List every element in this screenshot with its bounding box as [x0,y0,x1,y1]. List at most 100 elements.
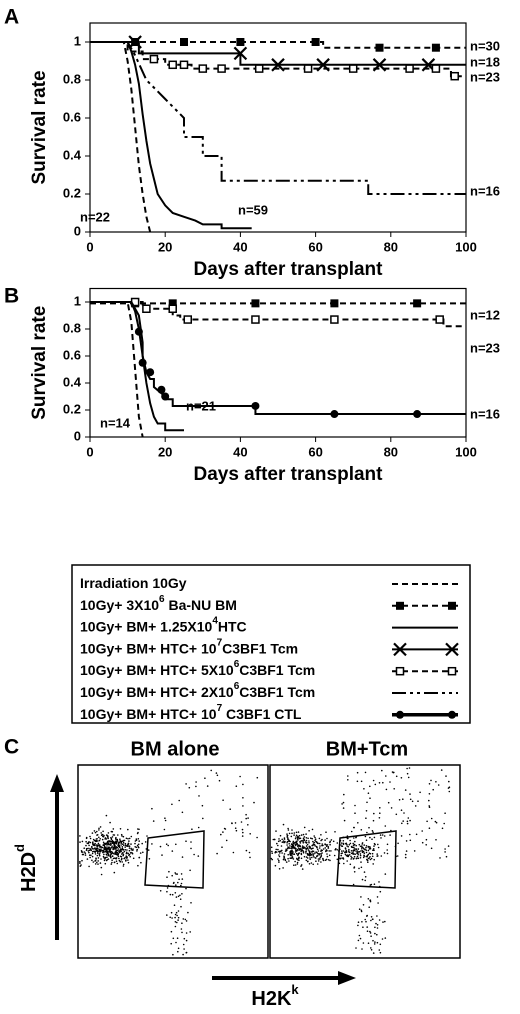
event-dot [397,842,399,845]
event-dot [369,797,371,799]
event-dot [324,847,327,849]
event-dot [302,833,305,836]
event-dot [340,844,342,846]
censor-marker [450,71,459,81]
event-dot [377,855,379,857]
event-dot [421,841,424,844]
event-dot [349,842,352,845]
event-dot [359,854,362,857]
event-dot [151,843,153,845]
event-dot [137,838,140,840]
event-dot [91,832,94,834]
event-dot [384,920,386,923]
censor-marker [330,410,339,419]
survival-curve [90,41,466,195]
event-dot [124,849,127,851]
event-dot [311,828,314,831]
event-dot [364,848,366,851]
event-dot [288,839,291,842]
event-dot [360,866,363,869]
event-dot [339,857,342,860]
event-dot [296,836,299,839]
event-dot [347,854,349,856]
event-dot [363,871,366,873]
event-dot [317,850,320,852]
event-dot [291,856,294,858]
event-dot [109,821,111,824]
event-dot [175,941,177,944]
event-dot [319,856,322,859]
event-dot [93,848,95,850]
event-dot [360,780,363,783]
event-dot [126,856,128,858]
event-dot [88,865,90,868]
event-dot [129,855,131,858]
event-dot [414,805,417,807]
y-tick-label: 0.8 [63,71,81,86]
event-dot [282,823,285,826]
event-dot [79,835,81,837]
event-dot [81,859,83,862]
censor-marker [134,327,143,336]
n-label: n=59 [238,202,268,217]
event-dot [365,851,368,854]
event-dot [350,858,352,860]
event-dot [92,850,94,853]
event-dot [437,784,440,786]
event-dot [297,853,300,856]
event-dot [79,862,81,864]
event-dot [130,835,133,838]
event-dot [421,830,424,832]
event-dot [234,822,237,824]
event-dot [284,858,287,861]
event-dot [284,850,287,852]
event-dot [298,849,300,851]
event-dot [385,775,387,777]
event-dot [400,835,403,837]
event-dot [430,817,433,820]
legend-label: Irradiation 10Gy [80,575,187,591]
censor-marker [431,43,440,52]
event-dot [102,835,104,838]
event-dot [240,821,243,823]
event-dot [341,850,343,852]
survival-curve [90,41,252,230]
censor-marker [236,38,245,46]
legend-box [71,564,471,724]
event-dot [374,926,376,929]
event-dot [122,863,125,866]
event-dot [294,864,297,866]
event-dot [289,851,291,853]
event-dot [314,836,316,839]
event-dot [400,809,403,811]
event-dot [376,915,378,917]
event-dot [195,785,197,788]
event-dot [401,822,403,825]
event-dot [300,849,303,852]
event-dot [116,838,119,841]
survival-curve [90,41,466,49]
event-dot [185,920,188,922]
event-dot [362,904,365,906]
censor-marker [303,64,313,73]
event-dot [358,934,361,937]
n-label: n=23 [470,340,500,355]
event-dot [182,943,185,946]
event-dot [248,851,251,854]
event-dot [123,839,126,842]
event-dot [183,937,186,940]
event-dot [342,850,345,852]
event-dot [391,771,394,773]
event-dot [313,835,316,837]
event-dot [369,884,372,886]
legend-text: 10Gy+ 3X10 [80,597,159,613]
event-dot [373,842,376,845]
event-dot [384,873,387,875]
event-dot [245,813,247,816]
event-dot [116,862,119,865]
event-dot [109,855,111,857]
event-dot [110,843,112,846]
event-dot [322,857,324,860]
event-dot [355,947,357,949]
y-tick-label: 1 [74,293,81,308]
